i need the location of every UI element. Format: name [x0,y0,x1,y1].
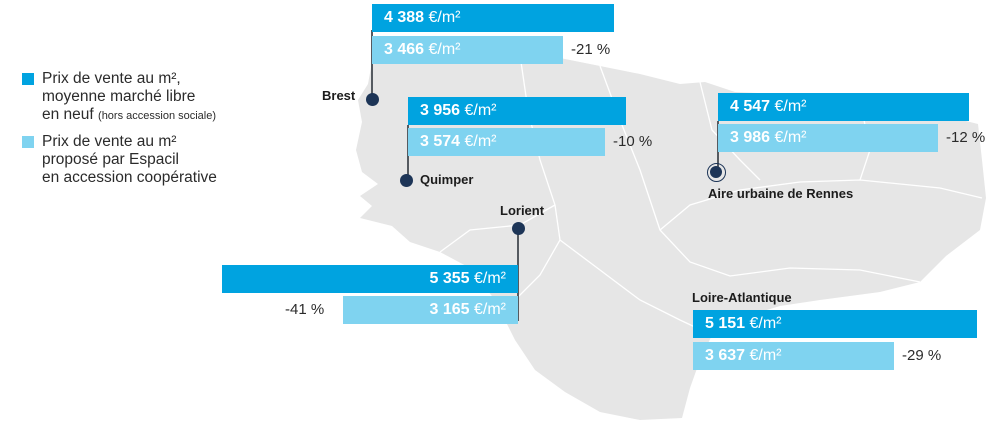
value-label-market-quimper: 3 956 [420,102,461,119]
city-label-lorient: Lorient [500,203,545,218]
value-label-market-lorient: 5 355 [429,270,470,287]
city-marker-lorient [511,221,525,235]
legend: Prix de vente au m², moyenne marché libr… [22,70,282,195]
value-label-espacil-brest: 3 466 [384,41,425,58]
department-border [659,179,983,231]
legend-swatch-market [22,73,34,85]
bar-market-brest: 4 388 €/m² [372,4,614,32]
connector-line-aire-urbaine-de-rennes [717,121,719,172]
legend-market-line3-wrap: en neuf (hors accession sociale) [42,106,282,125]
value-label-espacil-quimper: 3 574 [420,133,461,150]
legend-market-line3: en neuf [42,106,94,123]
bar-espacil-aire-urbaine-de-rennes: 3 986 €/m² [718,124,938,152]
difference-label-quimper: -10 % [613,133,653,150]
difference-label-loire-atlantique: -29 % [902,347,942,364]
legend-market-line2: moyenne marché libre [42,88,196,105]
difference-label-brest: -21 % [571,41,611,58]
city-label-quimper: Quimper [420,172,474,187]
bar-market-aire-urbaine-de-rennes: 4 547 €/m² [718,93,969,121]
city-marker-quimper [399,173,413,187]
value-label-espacil-lorient: 3 165 [429,301,470,318]
bar-market-loire-atlantique: 5 151 €/m² [693,310,977,338]
bar-market-lorient: 5 355 €/m² [222,265,518,293]
city-marker-brest [365,92,379,106]
difference-label-lorient: -41 % [285,301,325,318]
bar-espacil-quimper: 3 574 €/m² [408,128,605,156]
bar-espacil-brest: 3 466 €/m² [372,36,563,64]
value-label-espacil-aire-urbaine-de-rennes: 3 986 [730,129,771,146]
city-marker-aire-urbaine-de-rennes [710,166,722,178]
value-label-espacil-loire-atlantique: 3 637 [705,347,746,364]
legend-item-espacil: Prix de vente au m² proposé par Espacil … [22,133,282,187]
unit-label: €/m² [424,9,461,26]
legend-item-market: Prix de vente au m², moyenne marché libr… [22,70,282,125]
unit-label: €/m² [460,102,497,119]
legend-market-note: (hors accession sociale) [98,110,217,122]
legend-espacil-line1: Prix de vente au m² [42,133,177,150]
city-label-aire-urbaine-de-rennes: Aire urbaine de Rennes [708,186,854,201]
city-marker-ring-aire-urbaine-de-rennes [706,162,726,182]
department-border [599,65,921,283]
bar-espacil-loire-atlantique: 3 637 €/m² [693,342,894,370]
unit-label: €/m² [745,347,782,364]
unit-label: €/m² [745,315,782,332]
department-border [559,239,713,336]
unit-label: €/m² [424,41,461,58]
unit-label: €/m² [770,98,807,115]
department-border [439,204,556,253]
legend-espacil-line3: en accession coopérative [42,169,217,186]
value-label-market-brest: 4 388 [384,9,425,26]
bar-market-quimper: 3 956 €/m² [408,97,626,125]
unit-label: €/m² [460,133,497,150]
bar-espacil-lorient: 3 165 €/m² [343,296,518,324]
unit-label: €/m² [469,270,506,287]
unit-label: €/m² [770,129,807,146]
difference-label-aire-urbaine-de-rennes: -12 % [946,129,986,146]
legend-espacil-line2: proposé par Espacil [42,151,179,168]
connector-line-quimper [407,125,409,180]
city-label-brest: Brest [322,88,356,103]
legend-market-line1: Prix de vente au m², [42,70,181,87]
value-label-market-aire-urbaine-de-rennes: 4 547 [730,98,771,115]
value-label-market-loire-atlantique: 5 151 [705,315,746,332]
connector-line-brest [371,30,373,99]
city-label-loire-atlantique: Loire-Atlantique [692,290,792,305]
legend-swatch-espacil [22,136,34,148]
unit-label: €/m² [469,301,506,318]
department-border [699,305,821,421]
